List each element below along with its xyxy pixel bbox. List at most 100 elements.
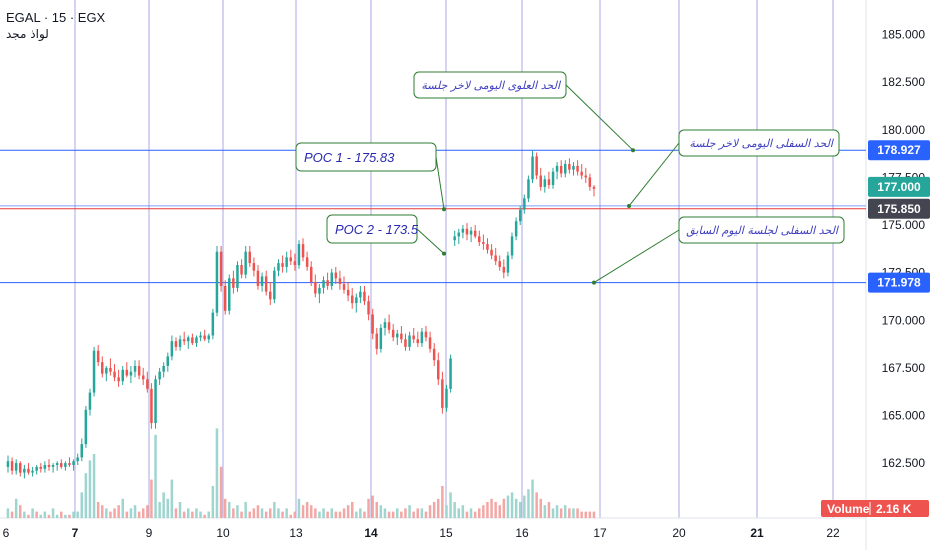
candle	[551, 167, 555, 189]
x-tick-label: 14	[364, 526, 378, 540]
volume-bar	[6, 508, 10, 518]
candle	[359, 286, 362, 304]
volume-bar	[572, 508, 575, 518]
annotation-3[interactable]: الحد السفلى لجلسة اليوم السابق	[592, 216, 845, 285]
candle	[80, 438, 83, 462]
candle	[96, 345, 100, 366]
candle	[559, 160, 563, 178]
volume-bar	[162, 492, 165, 518]
x-tick-label: 20	[672, 526, 686, 540]
candle	[51, 463, 55, 473]
x-tick-label: 13	[289, 526, 303, 540]
candle	[232, 270, 235, 294]
candle	[129, 366, 133, 384]
volume-bar	[412, 511, 415, 518]
volume-bar	[519, 502, 522, 518]
volume-bar	[293, 511, 297, 518]
volume-bar	[232, 508, 235, 518]
candle	[527, 175, 530, 203]
symbol-subtitle: لواذ مجد	[6, 27, 49, 41]
annotation-2[interactable]: الحد السفلى اليومى لاخر جلسة	[627, 129, 840, 208]
time-axis[interactable]: 6 7 9 10 13 14 15 16 17 20 21 22	[3, 526, 840, 540]
volume-bar	[580, 511, 583, 518]
volume-bar	[55, 514, 59, 518]
volume-bar	[584, 511, 587, 518]
x-tick-label: 22	[826, 526, 840, 540]
volume-bar	[301, 505, 305, 518]
candle	[150, 383, 153, 429]
volume-bar	[137, 511, 141, 518]
candle	[305, 251, 309, 271]
volume-bar	[346, 505, 350, 518]
candle	[277, 259, 280, 277]
candle	[240, 259, 243, 279]
candle	[191, 333, 194, 345]
volume-bar	[506, 495, 510, 518]
volume-bar	[465, 511, 469, 518]
candle	[269, 282, 272, 305]
candle	[473, 225, 477, 239]
candle	[469, 226, 473, 243]
volume-bar	[195, 508, 198, 518]
volume-bar	[371, 495, 374, 518]
candle	[244, 246, 247, 279]
volume-bar	[273, 502, 276, 518]
price-axis[interactable]: 185.000182.500180.000177.500175.000172.5…	[882, 28, 926, 471]
candle	[121, 366, 124, 385]
volume-bar	[478, 508, 481, 518]
candle	[445, 385, 448, 412]
volume-bar	[84, 473, 88, 518]
poc-label-2[interactable]: POC 2 - 173.5	[326, 214, 446, 256]
volume-bar	[236, 505, 239, 518]
candle	[207, 333, 210, 344]
volume-bar	[514, 498, 518, 518]
volume-bar	[10, 511, 14, 518]
volume-bar	[297, 498, 301, 518]
volume-bar	[531, 479, 534, 518]
volume-bar	[211, 486, 215, 518]
candle	[228, 274, 231, 315]
candle	[35, 465, 38, 475]
candle	[109, 358, 112, 376]
candle	[215, 246, 219, 317]
candle	[330, 268, 333, 290]
volume-bar	[543, 505, 547, 518]
candle	[437, 352, 440, 385]
annotation-1[interactable]: الحد العلوى اليومى لاخر جلسة	[413, 71, 635, 153]
volume-bar	[244, 502, 247, 518]
volume-bar	[215, 428, 219, 518]
candle	[363, 286, 366, 305]
volume-bar	[326, 511, 329, 518]
volume-bar	[76, 511, 79, 518]
volume-bar	[269, 508, 272, 518]
volume-bar	[502, 498, 506, 518]
price-badge-text: 175.850	[877, 202, 921, 216]
price-badge-171.978: 171.978	[868, 272, 930, 293]
poc-label-1[interactable]: POC 1 - 175.83	[295, 142, 446, 212]
volume-bar	[551, 508, 555, 518]
volume-bar	[260, 508, 264, 518]
annotations[interactable]: POC 1 - 175.83 POC 2 - 173.5 الحد العلوى ا…	[295, 71, 845, 285]
volume-bar	[453, 502, 456, 518]
y-tick-label: 180.000	[882, 123, 926, 137]
candle	[379, 324, 383, 353]
candle	[457, 228, 460, 245]
candle	[531, 150, 534, 184]
volume-bar	[248, 511, 251, 518]
volume-bar	[72, 511, 75, 518]
volume-bar	[318, 511, 321, 518]
candle	[322, 276, 325, 294]
candle	[396, 329, 399, 345]
candle	[125, 362, 129, 378]
x-tick-label: 16	[515, 526, 529, 540]
volume-bar	[432, 502, 436, 518]
volume-bar	[535, 492, 538, 518]
candle	[293, 253, 297, 271]
candle	[47, 459, 51, 471]
candle	[584, 167, 587, 184]
volume-bar	[252, 508, 256, 518]
candle	[519, 205, 522, 225]
price-badge-177.000: 177.000	[868, 176, 930, 197]
volume-bar	[494, 502, 497, 518]
